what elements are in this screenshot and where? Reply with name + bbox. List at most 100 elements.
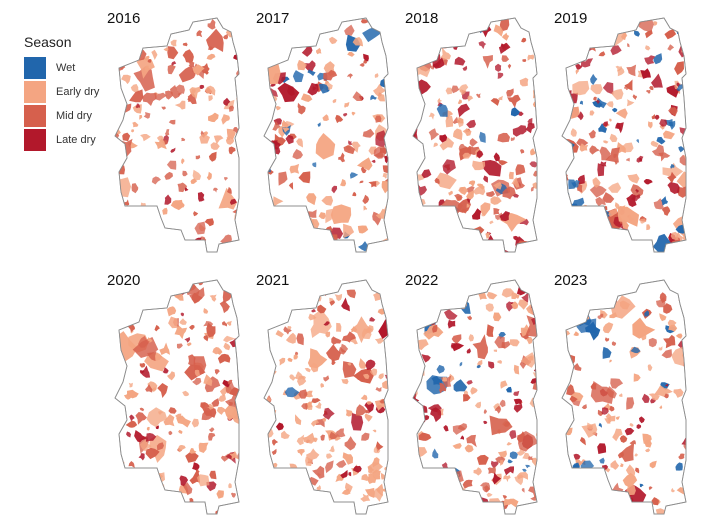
burn-patch	[513, 390, 520, 396]
burn-patch	[213, 135, 224, 145]
burn-patch	[206, 403, 215, 410]
burn-patch	[575, 111, 584, 121]
burn-patch	[424, 415, 430, 421]
boundary-outline	[561, 17, 687, 253]
burn-patch	[216, 406, 227, 415]
burn-patch	[362, 128, 375, 138]
burn-patch	[592, 177, 601, 188]
burn-patch	[467, 95, 474, 102]
burn-patch	[342, 361, 357, 378]
burn-patch	[639, 416, 645, 424]
burn-patch	[678, 453, 685, 460]
burn-patch	[159, 18, 171, 26]
burn-patch	[414, 198, 426, 209]
burn-patch	[515, 293, 520, 299]
burn-patch	[437, 484, 442, 489]
burn-patch	[361, 166, 367, 174]
burn-patch	[454, 193, 463, 201]
burn-patch	[428, 128, 440, 141]
burn-patch	[364, 413, 373, 422]
burn-patch	[670, 164, 675, 169]
burn-patch	[510, 136, 515, 142]
burn-patch	[128, 382, 133, 388]
burn-patch	[480, 202, 491, 217]
burn-patch	[348, 472, 352, 477]
burn-patch	[486, 291, 498, 300]
burn-patch	[647, 364, 653, 372]
burn-patch	[459, 361, 463, 367]
burn-patch	[230, 250, 239, 252]
burn-patch	[204, 70, 209, 75]
burn-patch	[198, 442, 209, 453]
burn-patch	[495, 63, 502, 72]
burn-patch	[268, 46, 276, 55]
boundary-outline	[114, 17, 240, 253]
burn-patch	[317, 122, 321, 127]
burn-patch	[192, 169, 202, 181]
burn-patch	[196, 474, 210, 487]
burn-patch	[310, 285, 318, 292]
burn-patch	[470, 387, 478, 395]
burn-patch	[341, 378, 349, 385]
burn-patch	[499, 399, 506, 408]
burn-patch	[270, 295, 275, 302]
burn-patch	[175, 84, 185, 94]
burn-patch	[513, 403, 523, 413]
burn-patch	[565, 237, 572, 245]
map-panel-2021: 2021	[254, 270, 404, 520]
burn-patch	[619, 443, 635, 462]
burn-patch	[144, 65, 149, 72]
burn-patch	[590, 231, 603, 239]
burn-patch	[351, 111, 356, 116]
burn-patch	[573, 331, 579, 336]
burn-patch	[444, 510, 455, 514]
burn-patch	[483, 175, 488, 183]
burn-patch	[518, 111, 524, 117]
burn-patch	[538, 324, 542, 329]
burn-patch	[159, 342, 170, 355]
burn-patch	[227, 379, 233, 385]
fire-scar-map	[561, 279, 687, 515]
burn-patch	[315, 133, 336, 160]
burn-patch	[206, 53, 216, 60]
burn-patch	[328, 241, 334, 246]
burn-patch	[509, 451, 518, 459]
burn-patch	[163, 414, 175, 427]
burn-patch	[167, 46, 179, 60]
burn-patch	[490, 98, 500, 106]
burn-patch	[206, 322, 216, 338]
burn-patch	[359, 62, 365, 67]
map-panel-2020: 2020	[105, 270, 255, 520]
burn-patch	[125, 420, 138, 428]
burn-patch	[492, 472, 502, 485]
burn-patch	[264, 309, 270, 320]
burn-patch	[442, 159, 456, 175]
burn-patch	[223, 342, 231, 351]
burn-patch	[203, 308, 209, 314]
burn-patch	[486, 324, 494, 337]
burn-patch	[683, 444, 686, 450]
burn-patch	[296, 138, 303, 148]
burn-patch	[413, 477, 416, 482]
burn-patch	[370, 95, 377, 101]
panel-year-label: 2020	[107, 272, 141, 289]
burn-patch	[146, 282, 155, 296]
burn-patch	[530, 186, 534, 192]
burn-patch	[382, 173, 388, 179]
burn-patch	[581, 311, 586, 317]
burn-patch	[178, 429, 183, 434]
burn-patch	[342, 452, 353, 465]
burn-patch	[648, 121, 653, 129]
burn-patch	[382, 380, 388, 389]
burn-patch	[349, 172, 359, 179]
burn-patch	[226, 320, 232, 326]
fire-scar-map	[263, 17, 389, 253]
burn-patch	[298, 389, 308, 399]
burn-patch	[208, 46, 214, 50]
burn-patch	[563, 30, 569, 36]
burn-patch	[165, 90, 173, 100]
burn-patch	[644, 55, 656, 65]
burn-patch	[201, 410, 213, 421]
burn-patch	[382, 27, 388, 37]
burn-patch	[147, 59, 152, 63]
